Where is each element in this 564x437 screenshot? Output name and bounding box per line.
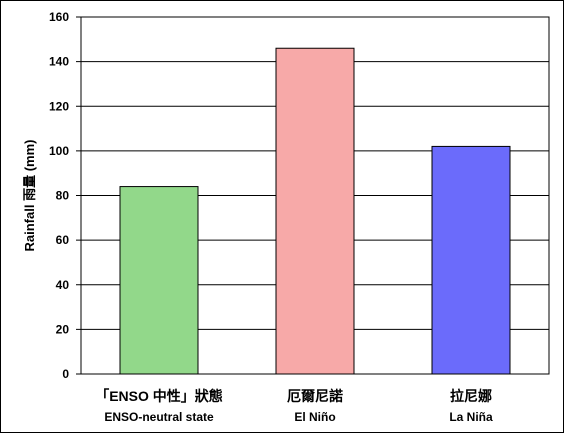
y-tick-label: 160: [49, 10, 69, 24]
y-tick-label: 140: [49, 55, 69, 69]
y-tick-label: 100: [49, 144, 69, 158]
x-category-labels: 「ENSO 中性」狀態 ENSO-neutral state 厄爾尼諾 El Niño…: [95, 388, 493, 424]
bar: [431, 145, 511, 375]
y-tick-label: 0: [62, 367, 69, 381]
y-tick-label: 20: [56, 322, 70, 336]
bar: [119, 186, 199, 375]
bar: [275, 47, 355, 375]
y-tick-label: 120: [49, 99, 69, 113]
x-category-sublabel: La Niña: [449, 410, 493, 424]
x-category-sublabel: El Niño: [294, 410, 335, 424]
y-axis-label: Rainfall 雨量 (mm): [22, 140, 37, 252]
y-tick-label: 60: [56, 233, 70, 247]
x-category-label: 厄爾尼諾: [287, 388, 343, 404]
x-category-label: 「ENSO 中性」狀態: [95, 388, 223, 404]
plot-area-border: [80, 16, 550, 375]
x-category-sublabel: ENSO-neutral state: [104, 410, 214, 424]
y-tick-labels: 0 20 40 60 80 100 120 140 160: [49, 10, 69, 381]
y-tick-label: 80: [56, 189, 70, 203]
bars: [119, 47, 511, 375]
y-tick-label: 40: [56, 278, 70, 292]
x-category-label: 拉尼娜: [450, 388, 492, 404]
